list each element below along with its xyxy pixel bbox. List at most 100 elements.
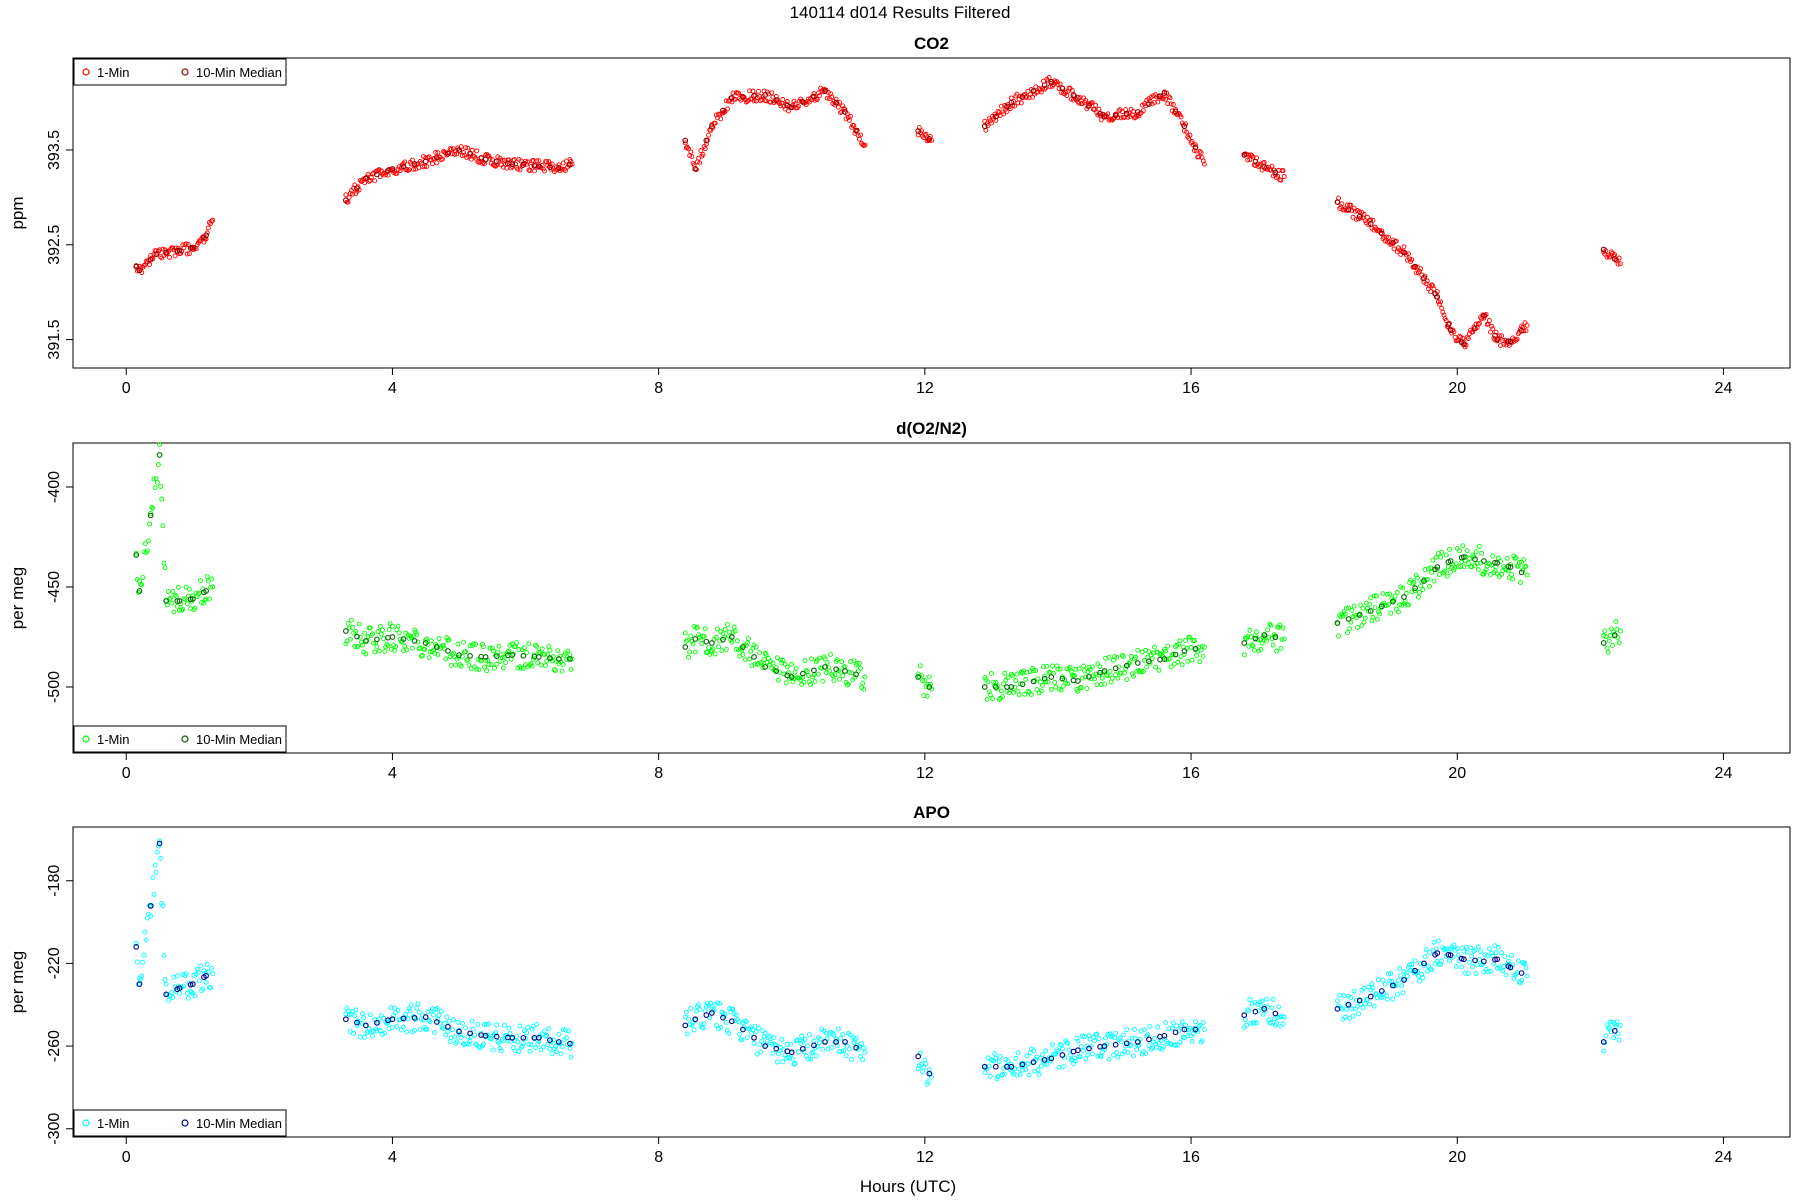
point-1-min	[184, 251, 190, 257]
point-10-min-median	[1345, 206, 1352, 213]
point-1-min	[836, 1048, 842, 1054]
point-1-min	[1500, 968, 1506, 974]
point-10-min-median	[1600, 246, 1607, 253]
y-tick-label: -300	[46, 1113, 63, 1145]
point-1-min	[1155, 1024, 1161, 1030]
point-1-min	[1250, 643, 1256, 649]
point-1-min	[987, 118, 993, 124]
point-1-min	[434, 160, 440, 166]
point-1-min	[350, 191, 355, 197]
point-1-min	[686, 654, 692, 660]
point-1-min	[1359, 623, 1365, 629]
point-1-min	[737, 1031, 743, 1037]
point-10-min-median	[389, 1016, 396, 1023]
point-1-min	[1133, 654, 1139, 660]
point-1-min	[525, 1024, 531, 1030]
point-1-min	[568, 1054, 574, 1060]
point-1-min	[474, 666, 480, 672]
point-10-min-median	[467, 1030, 473, 1037]
point-1-min	[1179, 1019, 1185, 1025]
point-10-min-median	[915, 1053, 922, 1060]
point-1-min	[1011, 689, 1017, 695]
point-1-min	[1336, 633, 1342, 639]
point-1-min	[1422, 954, 1428, 960]
point-1-min	[1067, 1052, 1073, 1058]
point-1-min	[204, 574, 210, 580]
series-1-min	[133, 838, 1623, 1087]
point-1-min	[1059, 1046, 1065, 1052]
point-1-min	[1390, 996, 1396, 1002]
point-1-min	[1044, 663, 1050, 669]
point-1-min	[535, 1041, 541, 1047]
point-1-min	[1453, 561, 1459, 567]
x-tick-label: 24	[1715, 765, 1733, 782]
point-1-min	[1460, 543, 1466, 549]
point-1-min	[1513, 337, 1519, 343]
point-1-min	[1275, 173, 1281, 179]
panel-title: APO	[913, 803, 950, 822]
point-10-min-median	[1070, 677, 1077, 684]
point-1-min	[458, 1035, 464, 1040]
point-1-min	[177, 990, 182, 996]
point-1-min	[1398, 973, 1404, 979]
point-1-min	[367, 625, 373, 631]
point-10-min-median	[1345, 616, 1352, 622]
point-1-min	[1399, 983, 1405, 989]
point-1-min	[1122, 1049, 1127, 1055]
point-1-min	[1129, 1035, 1135, 1041]
point-10-min-median	[709, 123, 715, 130]
point-1-min	[1122, 670, 1127, 676]
point-1-min	[1475, 944, 1481, 950]
point-10-min-median	[1507, 564, 1514, 570]
point-1-min	[1469, 953, 1475, 959]
point-1-min	[1424, 278, 1430, 284]
point-10-min-median	[1334, 1006, 1341, 1012]
point-1-min	[408, 1002, 414, 1008]
point-1-min	[355, 644, 361, 649]
point-1-min	[682, 140, 688, 146]
point-1-min	[502, 157, 507, 163]
point-1-min	[472, 154, 477, 160]
point-1-min	[516, 1049, 522, 1055]
point-1-min	[371, 640, 377, 646]
point-1-min	[1259, 640, 1265, 646]
point-1-min	[350, 624, 355, 630]
point-10-min-median	[842, 668, 848, 674]
point-1-min	[1034, 687, 1040, 693]
point-10-min-median	[1004, 103, 1010, 110]
point-10-min-median	[1461, 554, 1467, 560]
point-1-min	[144, 548, 150, 554]
point-1-min	[747, 656, 753, 662]
point-1-min	[1247, 157, 1253, 163]
point-1-min	[723, 98, 729, 104]
point-1-min	[182, 597, 188, 602]
point-1-min	[510, 651, 516, 657]
point-1-min	[1254, 1020, 1259, 1026]
point-1-min	[793, 665, 799, 671]
point-1-min	[1447, 321, 1452, 326]
point-1-min	[1417, 268, 1422, 274]
point-10-min-median	[1192, 144, 1199, 151]
point-10-min-median	[411, 161, 418, 167]
point-10-min-median	[1445, 321, 1452, 328]
point-1-min	[395, 623, 401, 629]
point-1-min	[535, 660, 541, 666]
point-1-min	[489, 645, 495, 651]
point-10-min-median	[411, 1014, 418, 1021]
point-1-min	[482, 1022, 487, 1027]
point-10-min-median	[374, 171, 380, 178]
point-10-min-median	[799, 99, 806, 105]
point-1-min	[1140, 108, 1146, 114]
point-1-min	[514, 640, 520, 646]
point-1-min	[527, 168, 533, 174]
point-1-min	[490, 1047, 496, 1053]
point-1-min	[1036, 86, 1042, 91]
point-1-min	[556, 1031, 562, 1037]
point-1-min	[750, 88, 756, 94]
point-1-min	[1153, 92, 1159, 98]
point-10-min-median	[1252, 635, 1259, 642]
point-1-min	[747, 1026, 753, 1032]
point-10-min-median	[567, 656, 573, 662]
point-1-min	[370, 1033, 375, 1039]
